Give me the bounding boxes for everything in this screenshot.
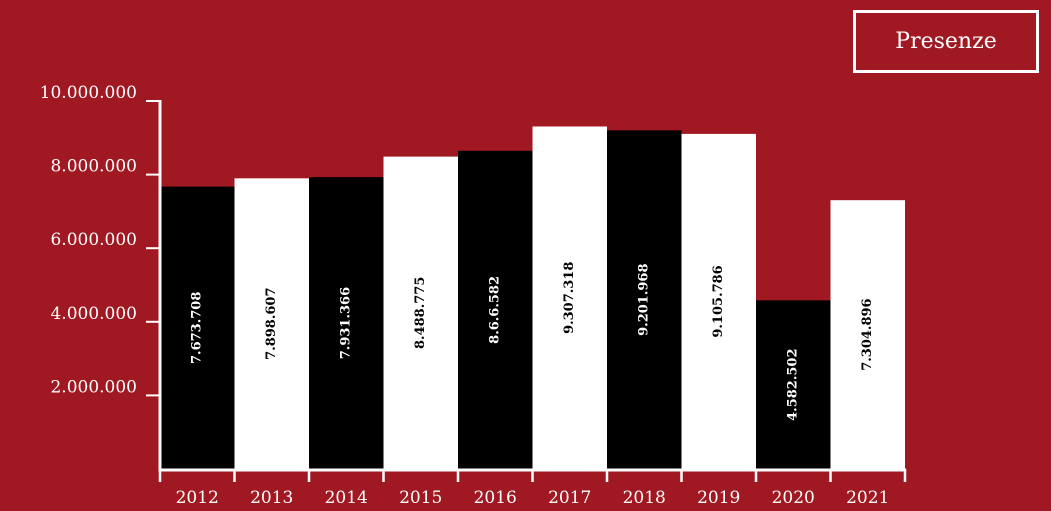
x-tick-label: 2014 bbox=[325, 488, 368, 508]
x-tick-label: 2017 bbox=[548, 488, 591, 508]
bar-value-label: 8.488.775 bbox=[413, 277, 428, 349]
bar-value-label: 8.6.6.582 bbox=[488, 276, 503, 344]
y-tick-label: 2.000.000 bbox=[50, 377, 137, 397]
bar-value-label: 9.201.968 bbox=[637, 263, 652, 335]
bar-2016 bbox=[458, 150, 533, 469]
x-tick-label: 2012 bbox=[176, 488, 219, 508]
bar-2013 bbox=[234, 178, 309, 469]
bar-2021 bbox=[830, 200, 905, 470]
bar-2012 bbox=[160, 186, 235, 469]
bar-2019 bbox=[681, 133, 756, 469]
bar-value-label: 7.673.708 bbox=[190, 292, 205, 364]
x-tick-label: 2021 bbox=[846, 488, 889, 508]
bar-value-label: 4.582.502 bbox=[786, 348, 801, 420]
bar-value-label: 9.307.318 bbox=[562, 262, 577, 334]
bar-value-label: 7.931.366 bbox=[339, 287, 354, 359]
bar-2014 bbox=[309, 177, 384, 469]
y-tick-label: 4.000.000 bbox=[50, 304, 137, 324]
bar-2018 bbox=[607, 130, 682, 469]
bar-2015 bbox=[383, 156, 458, 469]
x-tick-label: 2018 bbox=[623, 488, 666, 508]
y-tick-label: 6.000.000 bbox=[50, 230, 137, 250]
bar-value-label: 9.105.786 bbox=[711, 265, 726, 337]
legend-presenze: Presenze bbox=[853, 10, 1039, 73]
legend-label: Presenze bbox=[895, 29, 997, 54]
x-tick-label: 2019 bbox=[697, 488, 740, 508]
x-tick-label: 2020 bbox=[772, 488, 815, 508]
x-axis-ticks: 2012 2013 2014 2015 2016 2017 2018 2019 2020 2021 bbox=[158, 469, 907, 508]
y-tick-label: 10.000.000 bbox=[40, 83, 137, 103]
x-tick-label: 2013 bbox=[250, 488, 293, 508]
y-tick-label: 8.000.000 bbox=[50, 157, 137, 177]
bar-value-label: 7.898.607 bbox=[264, 287, 279, 359]
y-axis-ticks: 10.000.000 8.000.000 6.000.000 4.000.000 2.0… bbox=[40, 83, 160, 397]
bar-2017 bbox=[532, 126, 607, 470]
bars: 7.673.708 7.898.607 7.931.366 8.488.775 8.6.… bbox=[160, 126, 905, 470]
x-tick-label: 2016 bbox=[474, 488, 517, 508]
bar-2020 bbox=[756, 300, 831, 469]
bar-value-label: 7.304.896 bbox=[860, 298, 875, 370]
x-tick-label: 2015 bbox=[399, 488, 442, 508]
